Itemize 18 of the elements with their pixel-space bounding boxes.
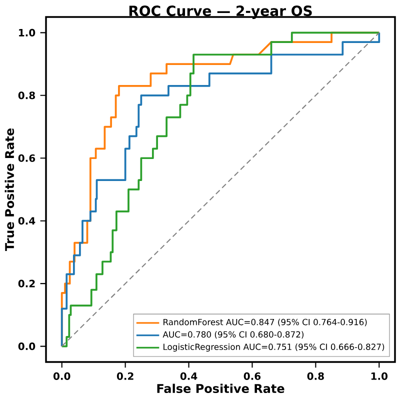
x-tick-label: 0.2 bbox=[116, 372, 134, 380]
y-tick-label: 0.0 bbox=[18, 342, 36, 350]
x-tick-label: 0.8 bbox=[307, 372, 324, 380]
y-tick-label: 0.8 bbox=[18, 92, 35, 100]
legend-label: RandomForest AUC=0.847 (95% CI 0.764-0.916) bbox=[164, 318, 367, 326]
x-tick-label: 0.4 bbox=[180, 372, 198, 380]
y-axis-title: True Positive Rate bbox=[4, 128, 14, 251]
legend-label: LogisticRegression AUC=0.751 (95% CI 0.666-0.827) bbox=[164, 344, 384, 352]
x-tick-label: 1.0 bbox=[371, 372, 388, 380]
chart-title: ROC Curve — 2-year OS bbox=[129, 6, 312, 19]
x-tick-label: 0.0 bbox=[53, 372, 70, 380]
legend-label: AUC=0.780 (95% CI 0.680-0.872) bbox=[162, 331, 304, 339]
y-tick-label: 0.4 bbox=[18, 217, 36, 225]
x-tick-label: 0.6 bbox=[244, 372, 261, 380]
x-axis-title: False Positive Rate bbox=[157, 384, 284, 394]
y-tick-label: 0.2 bbox=[18, 280, 35, 288]
y-tick-label: 1.0 bbox=[19, 28, 36, 36]
y-tick-label: 0.6 bbox=[18, 154, 36, 162]
